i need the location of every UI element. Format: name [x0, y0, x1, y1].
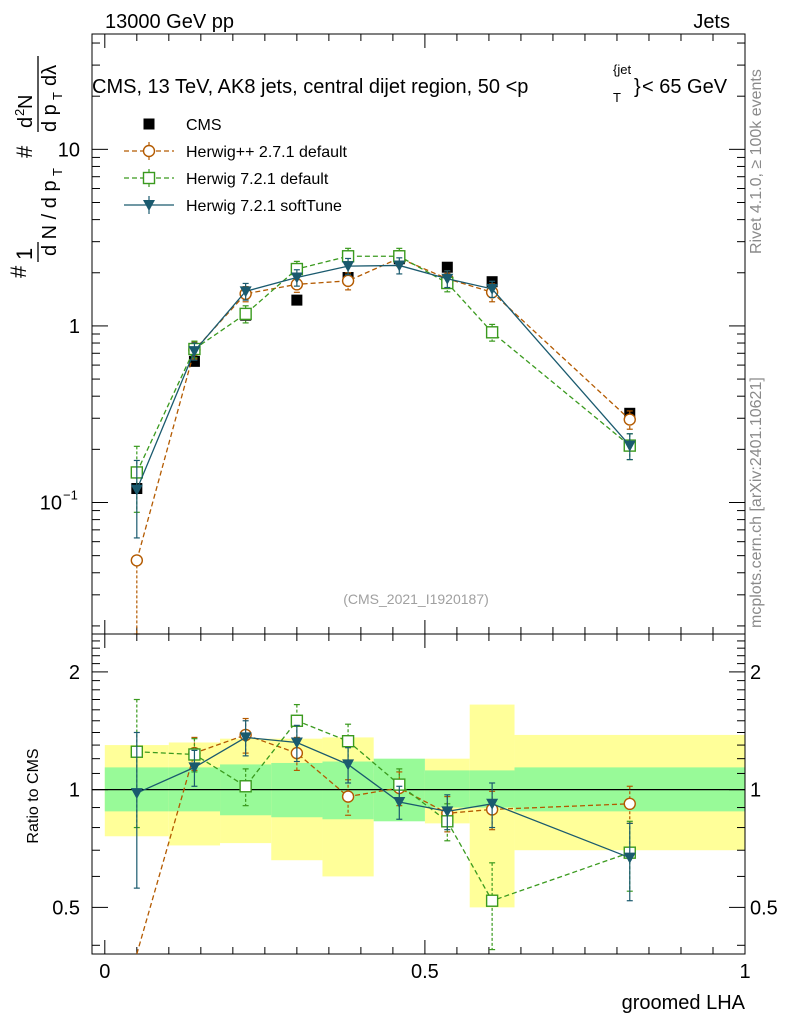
data-point — [393, 260, 406, 272]
y-tick-label: 0.5 — [52, 897, 80, 919]
data-point — [130, 554, 144, 567]
series-line — [136, 255, 631, 473]
rivet-label: Rivet 4.1.0, ≥ 100k events — [748, 69, 765, 254]
legend-label: Herwig 7.2.1 default — [186, 171, 329, 188]
series-line — [136, 257, 631, 561]
title-sup-close: } — [634, 76, 641, 98]
ratio-point — [623, 852, 636, 864]
watermark: (CMS_2021_I1920187) — [343, 591, 489, 607]
header-left: 13000 GeV pp — [105, 11, 234, 33]
ratio-point — [393, 796, 406, 808]
y-tick-label: 10 — [58, 139, 80, 161]
legend-label: CMS — [186, 117, 222, 134]
data-point — [239, 307, 252, 321]
x-tick-label: 0 — [99, 961, 110, 983]
legend-marker — [142, 171, 156, 185]
data-point — [441, 273, 454, 285]
svg-text:d p: d p — [39, 104, 61, 132]
x-tick-label: 1 — [739, 961, 750, 983]
y-tick-label: 1 — [69, 316, 80, 338]
svg-text:T: T — [50, 168, 65, 176]
data-point — [188, 346, 201, 358]
ratio-point — [623, 797, 636, 811]
y-tick-label: 2 — [69, 662, 80, 684]
legend-label: Herwig 7.2.1 softTune — [186, 198, 342, 215]
ratio-point — [130, 788, 143, 800]
x-tick-label: 0.5 — [411, 961, 439, 983]
series-line — [136, 264, 631, 491]
ratio-xlabel: groomed LHA — [622, 992, 746, 1014]
mcplots-label: mcplots.cern.ch [arXiv:2401.10621] — [748, 377, 765, 628]
svg-text:#: # — [6, 265, 31, 278]
y-tick-label-right: 1 — [750, 780, 761, 802]
data-point — [130, 484, 143, 496]
data-point — [291, 294, 303, 306]
data-point — [342, 261, 355, 273]
header-right: Jets — [693, 11, 730, 33]
plot-title: CMS, 13 TeV, AK8 jets, central dijet reg… — [92, 62, 728, 105]
ratio-point — [188, 762, 201, 774]
svg-text:dλ: dλ — [39, 65, 61, 86]
ratio-point — [341, 790, 355, 803]
title-tail: < 65 GeV — [642, 76, 728, 98]
ratio-point — [486, 798, 499, 810]
data-point — [290, 272, 303, 284]
legend-marker — [142, 144, 156, 158]
title-sup-jet: {jet — [613, 62, 631, 77]
ratio-point — [290, 737, 303, 749]
ratio-point — [239, 732, 252, 744]
title-sub-t: T — [613, 90, 621, 105]
data-point — [239, 286, 252, 298]
title-main: CMS, 13 TeV, AK8 jets, central dijet reg… — [92, 76, 528, 98]
y-tick-label-right: 2 — [750, 662, 761, 684]
ratio-panel: 0 0.5 1 0.5 0.5 1 1 2 2 — [52, 633, 778, 983]
data-point — [485, 326, 499, 339]
data-point — [623, 440, 636, 452]
legend: CMS Herwig++ 2.7.1 default Herwig 7.2.1 de… — [124, 117, 348, 215]
ratio-point — [341, 735, 355, 748]
ratio-point — [290, 714, 304, 727]
y-tick-label-right: 0.5 — [750, 897, 778, 919]
data-point — [341, 274, 355, 288]
legend-label: Herwig++ 2.7.1 default — [186, 144, 348, 161]
ratio-point — [441, 806, 454, 818]
data-point — [441, 261, 453, 273]
ratio-point — [239, 780, 252, 793]
svg-text:N: N — [15, 95, 37, 109]
data-point — [623, 413, 636, 426]
y-tick-exp: −1 — [63, 487, 78, 502]
main-ylabel: # 1 d N / d p T # d 2 N d p T dλ — [6, 56, 65, 278]
svg-text:T: T — [50, 92, 65, 100]
ratio-ylabel: Ratio to CMS — [25, 748, 42, 843]
ratio-frame — [91, 633, 746, 955]
legend-marker — [143, 118, 155, 130]
ratio-point — [342, 759, 355, 771]
ratio-point — [485, 894, 499, 907]
svg-text:1: 1 — [12, 248, 37, 260]
data-point — [188, 355, 200, 367]
legend-marker — [143, 200, 155, 211]
svg-text:#: # — [12, 145, 37, 158]
data-point — [486, 283, 499, 295]
svg-text:d: d — [15, 117, 37, 128]
y-tick-label: 1 — [69, 780, 80, 802]
y-tick-label: 10 — [40, 492, 62, 514]
svg-text:2: 2 — [12, 109, 27, 116]
svg-text:d N / d p: d N / d p — [39, 180, 61, 256]
